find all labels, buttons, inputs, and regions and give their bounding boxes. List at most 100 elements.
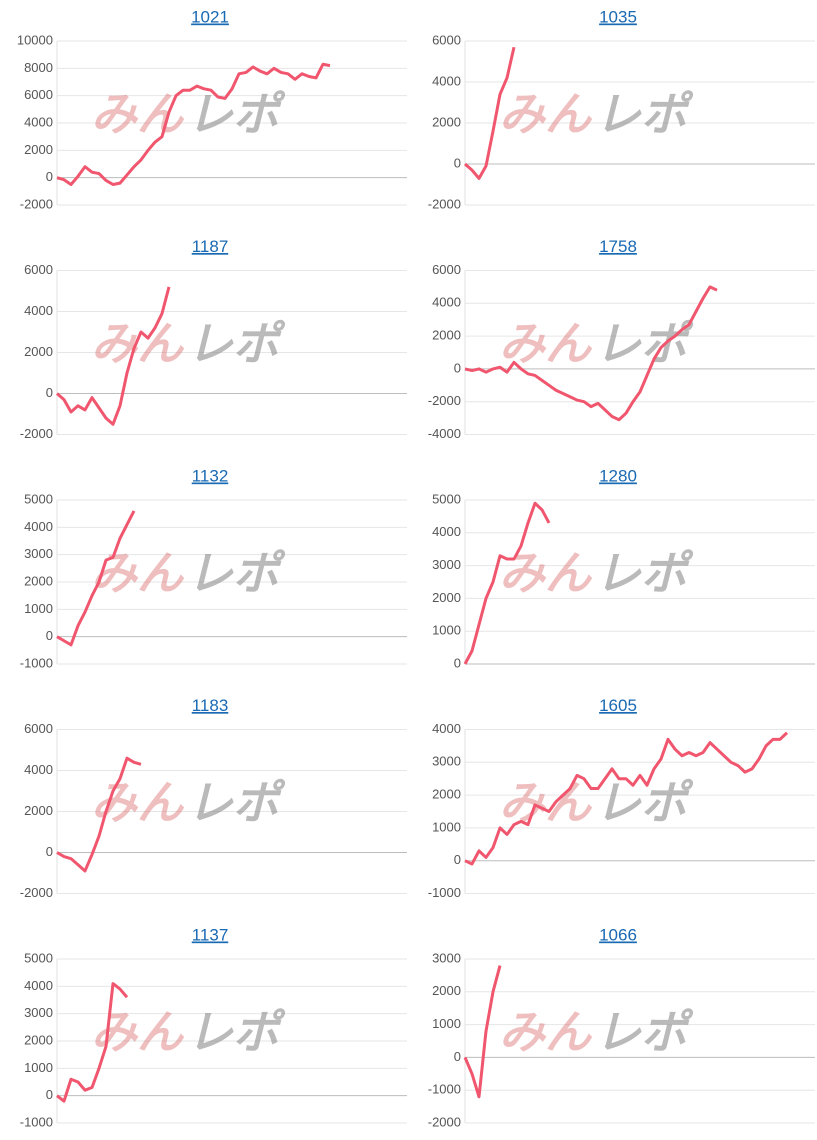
data-line: [56, 62, 331, 186]
watermark-left: みん: [499, 88, 593, 140]
chart-title[interactable]: 1021: [191, 7, 229, 26]
chart-title[interactable]: 1132: [192, 466, 229, 485]
data-line: [56, 756, 142, 873]
chart-title[interactable]: 1066: [599, 925, 637, 944]
chart-title[interactable]: 1605: [599, 696, 637, 715]
y-tick-label: 0: [46, 1087, 53, 1102]
watermark-left: みん: [91, 88, 185, 140]
y-tick-label: -2000: [428, 196, 461, 211]
y-tick-label: 2000: [24, 1032, 53, 1047]
data-line: [464, 285, 718, 422]
y-tick-label: 6000: [24, 87, 53, 102]
y-tick-label: 2000: [432, 114, 461, 129]
watermark-right: レポ: [187, 1006, 286, 1058]
watermark-left: みん: [499, 777, 593, 829]
y-tick-label: 1000: [432, 623, 461, 638]
data-line: [56, 982, 129, 1103]
y-tick-label: 4000: [24, 303, 53, 318]
watermark-left: みん: [499, 1006, 593, 1058]
y-tick-label: 0: [46, 628, 53, 643]
y-tick-label: 0: [454, 155, 461, 170]
chart-title[interactable]: 1035: [599, 7, 637, 26]
y-tick-label: 3000: [432, 557, 461, 572]
data-line: [463, 965, 502, 1099]
watermark-left: みん: [91, 547, 185, 599]
y-tick-label: 2000: [432, 787, 461, 802]
y-tick-label: 2000: [24, 803, 53, 818]
y-tick-label: 5000: [24, 491, 53, 506]
chart-title[interactable]: 1187: [192, 237, 229, 256]
watermark-right: レポ: [187, 547, 286, 599]
y-tick-label: 3000: [24, 546, 53, 561]
y-tick-label: -4000: [428, 426, 461, 441]
y-tick-label: 3000: [432, 754, 461, 769]
y-tick-label: -2000: [20, 426, 53, 441]
y-tick-label: 2000: [432, 590, 461, 605]
y-tick-label: -1000: [20, 1114, 53, 1129]
data-line: [56, 286, 171, 426]
chart-title[interactable]: 1183: [192, 696, 229, 715]
y-tick-label: -1000: [20, 655, 53, 670]
y-tick-label: 6000: [24, 721, 53, 736]
y-tick-label: 4000: [24, 519, 53, 534]
watermark-left: みん: [91, 777, 185, 829]
chart-title[interactable]: 1137: [192, 925, 229, 944]
y-tick-label: 2000: [24, 142, 53, 157]
data-line: [464, 46, 516, 180]
y-tick-label: 1000: [432, 819, 461, 834]
y-tick-label: 4000: [432, 721, 461, 736]
watermark-right: レポ: [187, 318, 286, 370]
y-tick-label: 4000: [432, 524, 461, 539]
watermark-right: レポ: [595, 1006, 694, 1058]
watermark-right: レポ: [187, 88, 286, 140]
data-line: [464, 731, 789, 866]
watermark-right: レポ: [187, 777, 286, 829]
y-tick-label: 4000: [24, 114, 53, 129]
watermark-right: レポ: [595, 547, 694, 599]
watermark-right: レポ: [595, 318, 694, 370]
y-tick-label: 5000: [432, 491, 461, 506]
y-tick-label: 6000: [24, 262, 53, 277]
y-tick-label: 10000: [17, 32, 53, 47]
y-tick-label: 4000: [432, 295, 461, 310]
y-tick-label: 3000: [432, 950, 461, 965]
y-tick-label: 4000: [432, 73, 461, 88]
y-tick-label: 0: [454, 1049, 461, 1064]
y-tick-label: 4000: [24, 762, 53, 777]
y-tick-label: -1000: [428, 885, 461, 900]
y-tick-label: 1000: [24, 601, 53, 616]
y-tick-label: -1000: [428, 1082, 461, 1097]
y-tick-label: 2000: [24, 573, 53, 588]
y-tick-label: 6000: [432, 262, 461, 277]
y-tick-label: 5000: [24, 950, 53, 965]
data-line: [56, 510, 136, 647]
y-tick-label: 0: [46, 385, 53, 400]
y-tick-label: 3000: [24, 1005, 53, 1020]
y-tick-label: 2000: [432, 983, 461, 998]
y-tick-label: 1000: [432, 1016, 461, 1031]
watermark-right: レポ: [595, 88, 694, 140]
y-tick-label: 2000: [24, 344, 53, 359]
y-tick-label: -2000: [428, 1114, 461, 1129]
y-tick-label: 8000: [24, 60, 53, 75]
y-tick-label: -2000: [20, 885, 53, 900]
y-tick-label: 2000: [432, 328, 461, 343]
y-tick-label: 6000: [432, 32, 461, 47]
y-tick-label: -2000: [20, 196, 53, 211]
y-tick-label: 0: [46, 169, 53, 184]
y-tick-label: 0: [454, 360, 461, 375]
y-tick-label: 0: [454, 852, 461, 867]
chart-title[interactable]: 1758: [599, 237, 637, 256]
chart-title[interactable]: 1280: [599, 466, 637, 485]
watermark-right: レポ: [595, 777, 694, 829]
watermark-left: みん: [499, 318, 593, 370]
y-tick-label: 0: [46, 844, 53, 859]
watermark-left: みん: [499, 547, 593, 599]
y-tick-label: 4000: [24, 978, 53, 993]
watermark-left: みん: [91, 318, 185, 370]
y-tick-label: -2000: [428, 393, 461, 408]
y-tick-label: 1000: [24, 1060, 53, 1075]
data-line: [463, 501, 551, 665]
y-tick-label: 0: [454, 655, 461, 670]
